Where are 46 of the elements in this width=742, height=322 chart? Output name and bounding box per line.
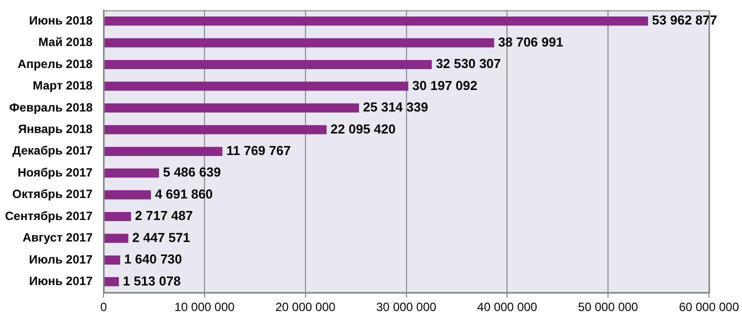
- y-tick-label: Январь 2018: [18, 122, 93, 136]
- bar: [104, 255, 120, 265]
- x-tick-label: 60 000 000: [678, 300, 740, 314]
- data-label: 22 095 420: [330, 121, 396, 136]
- x-tick-label: 0: [100, 300, 108, 314]
- x-tick-label: 30 000 000: [376, 300, 437, 314]
- data-label: 30 197 092: [412, 78, 478, 93]
- y-tick-label: Сентябрь 2017: [4, 208, 93, 223]
- y-tick-label: Февраль 2018: [9, 100, 93, 114]
- data-label: 53 962 877: [652, 12, 718, 28]
- y-tick-label: Декабрь 2017: [12, 144, 93, 158]
- y-tick-label: Май 2018: [38, 35, 93, 50]
- x-tick-label: 50 000 000: [578, 300, 638, 314]
- y-tick-label: Ноябрь 2017: [18, 165, 93, 180]
- x-tick-label: 20 000 000: [275, 300, 336, 314]
- data-label: 4 691 860: [154, 186, 213, 202]
- x-tick-label: 40 000 000: [477, 300, 538, 314]
- bar: [104, 212, 132, 222]
- data-label: 32 530 307: [436, 56, 501, 72]
- bar: [104, 125, 327, 134]
- data-label: 25 314 339: [363, 100, 428, 115]
- bar: [104, 234, 128, 243]
- data-label: 5 486 639: [162, 164, 221, 180]
- bar: [104, 146, 222, 156]
- y-tick-label: Июль 2017: [29, 252, 93, 266]
- bar: [104, 60, 432, 70]
- y-tick-label: Июнь 2018: [29, 13, 93, 28]
- y-tick-label: Август 2017: [22, 230, 93, 245]
- bar: [104, 38, 494, 48]
- y-tick-label: Апрель 2018: [18, 56, 93, 71]
- x-tick-label: 10 000 000: [174, 300, 235, 314]
- bar: [104, 277, 119, 286]
- y-tick-label: Октябрь 2017: [12, 187, 93, 202]
- data-label: 2 447 571: [132, 230, 190, 245]
- data-label: 2 717 487: [135, 208, 193, 224]
- data-label: 1 640 730: [124, 252, 182, 267]
- y-tick-label: Июнь 2017: [29, 274, 93, 288]
- data-label: 1 513 078: [122, 273, 181, 288]
- data-label: 11 769 767: [226, 142, 291, 158]
- y-tick-label: Март 2018: [32, 78, 93, 93]
- bar: [104, 103, 360, 113]
- bar: [104, 190, 151, 200]
- data-label: 38 706 991: [498, 34, 564, 50]
- bar: [104, 82, 408, 91]
- bar: [104, 168, 159, 178]
- bar: [104, 16, 648, 26]
